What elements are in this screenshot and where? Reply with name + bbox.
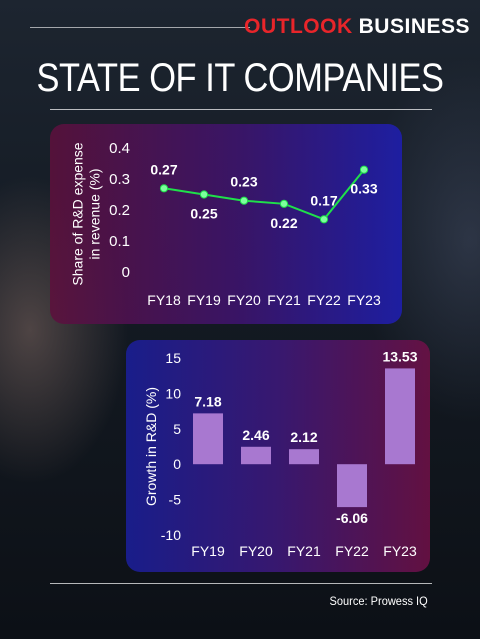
line-point [239, 196, 249, 205]
source-note: Source: Prowess IQ [329, 594, 428, 608]
bar [289, 449, 319, 465]
bar-xtick-label: FY23 [383, 543, 417, 559]
bar-xtick-label: FY22 [335, 543, 369, 559]
line-xtick-label: FY18 [147, 292, 181, 308]
line-data-label: 0.17 [310, 192, 337, 208]
line-ylabel-line: in revenue (%) [87, 168, 103, 259]
line-data-label: 0.33 [350, 181, 377, 197]
line-data-label: 0.25 [190, 206, 217, 222]
line-point [159, 184, 169, 193]
bar [241, 446, 271, 465]
line-xtick-label: FY21 [267, 292, 301, 308]
bar [193, 413, 223, 465]
line-point [199, 190, 209, 199]
line-data-label: 0.23 [230, 174, 257, 190]
bar-ytick-label: 10 [165, 385, 181, 401]
line-xtick-label: FY22 [307, 292, 341, 308]
brand-business: BUSINESS [358, 15, 470, 38]
line-ytick-label: 0.2 [109, 202, 130, 219]
bar-ylabel: Growth in R&D (%) [143, 387, 159, 506]
line-point [319, 215, 329, 224]
line-xtick-label: FY23 [347, 292, 381, 308]
line-ytick-label: 0.4 [109, 140, 130, 157]
line-ytick-label: 0 [122, 264, 130, 281]
title-rule [50, 109, 432, 110]
line-point [279, 199, 289, 208]
line-point [359, 165, 369, 174]
bar-xtick-label: FY19 [191, 543, 225, 559]
bar-chart-panel [126, 340, 430, 572]
bar-xtick-label: FY21 [287, 543, 321, 559]
bar-ytick-label: 15 [165, 350, 181, 366]
line-ylabel: Share of R&D expense in revenue (%) [70, 142, 103, 285]
bar-data-label: -6.06 [336, 510, 368, 526]
footer-rule [50, 583, 432, 584]
bar-data-label: 2.12 [290, 429, 317, 445]
bar-data-label: 7.18 [194, 393, 221, 409]
bar-xtick-label: FY20 [239, 543, 273, 559]
line-series [163, 169, 365, 221]
bar-ytick-label: 0 [173, 456, 181, 472]
line-ytick-label: 0.1 [109, 233, 130, 250]
line-ytick-label: 0.3 [109, 171, 130, 188]
line-xtick-label: FY19 [187, 292, 221, 308]
bar-data-label: 13.53 [382, 348, 417, 364]
line-data-label: 0.27 [150, 161, 177, 177]
bar-ytick-label: -5 [169, 492, 182, 508]
page-title: STATE OF IT COMPANIES [36, 56, 444, 100]
brand-logo: OUTLOOK BUSINESS [244, 15, 470, 39]
bar [385, 368, 415, 465]
brand-outlook: OUTLOOK [244, 15, 353, 38]
line-ylabel-line: Share of R&D expense [70, 142, 86, 285]
line-data-label: 0.22 [270, 215, 297, 231]
brand-rule [30, 27, 250, 28]
bar-ytick-label: -10 [161, 527, 181, 543]
line-xtick-label: FY20 [227, 292, 261, 308]
bar-ytick-label: 5 [173, 421, 181, 437]
bar [337, 464, 367, 508]
bar-data-label: 2.46 [242, 427, 269, 443]
line-chart-panel [50, 124, 402, 324]
